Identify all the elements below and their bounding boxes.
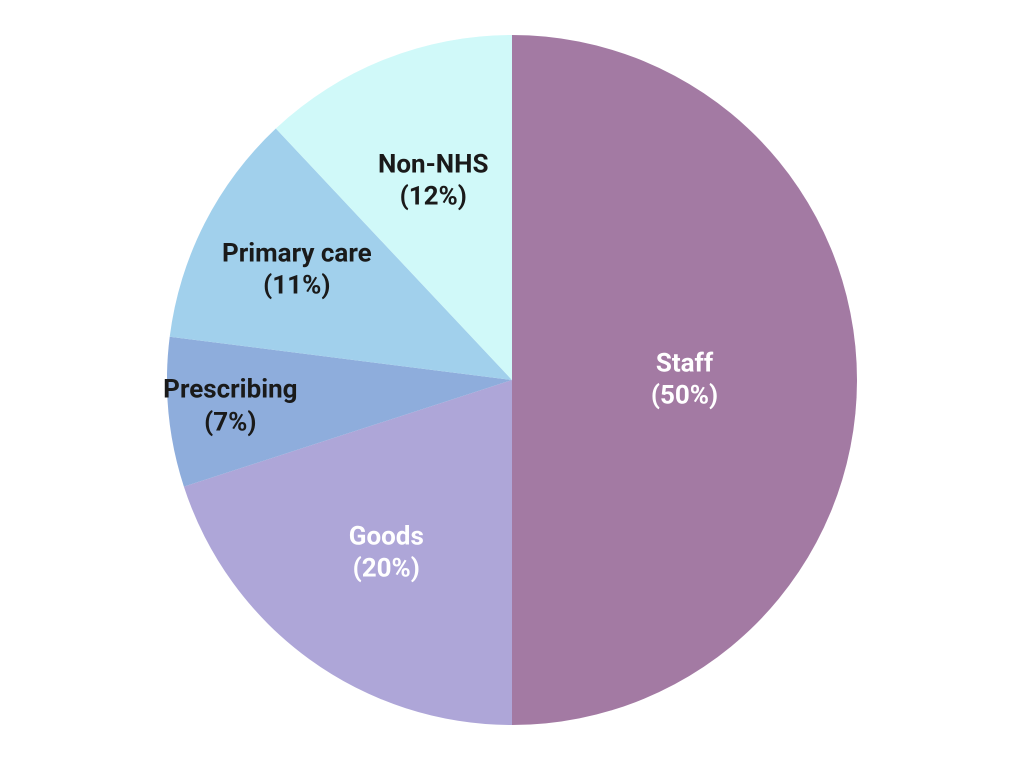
pie-slice-label-name: Non-NHS xyxy=(378,148,489,181)
pie-slice-label: Staff(50%) xyxy=(651,347,718,412)
pie-chart: Staff(50%)Goods(20%)Prescribing(7%)Prima… xyxy=(167,35,857,725)
pie-slice-label-pct: (20%) xyxy=(349,553,424,586)
pie-slice-label: Primary care(11%) xyxy=(222,237,372,302)
pie-slice-label-pct: (7%) xyxy=(163,406,297,439)
pie-slice-label-pct: (50%) xyxy=(651,380,718,413)
pie-slice-label-name: Prescribing xyxy=(163,374,297,407)
pie-slice-label-name: Primary care xyxy=(222,237,372,270)
pie-slice-label-name: Staff xyxy=(651,347,718,380)
pie-slice-label: Non-NHS(12%) xyxy=(378,148,489,213)
pie-slice-label-pct: (11%) xyxy=(222,270,372,303)
pie-slice-label-pct: (12%) xyxy=(378,181,489,214)
pie-slice-label: Goods(20%) xyxy=(349,520,424,585)
pie-slice-label: Prescribing(7%) xyxy=(163,374,297,439)
pie-slice-label-name: Goods xyxy=(349,520,424,553)
